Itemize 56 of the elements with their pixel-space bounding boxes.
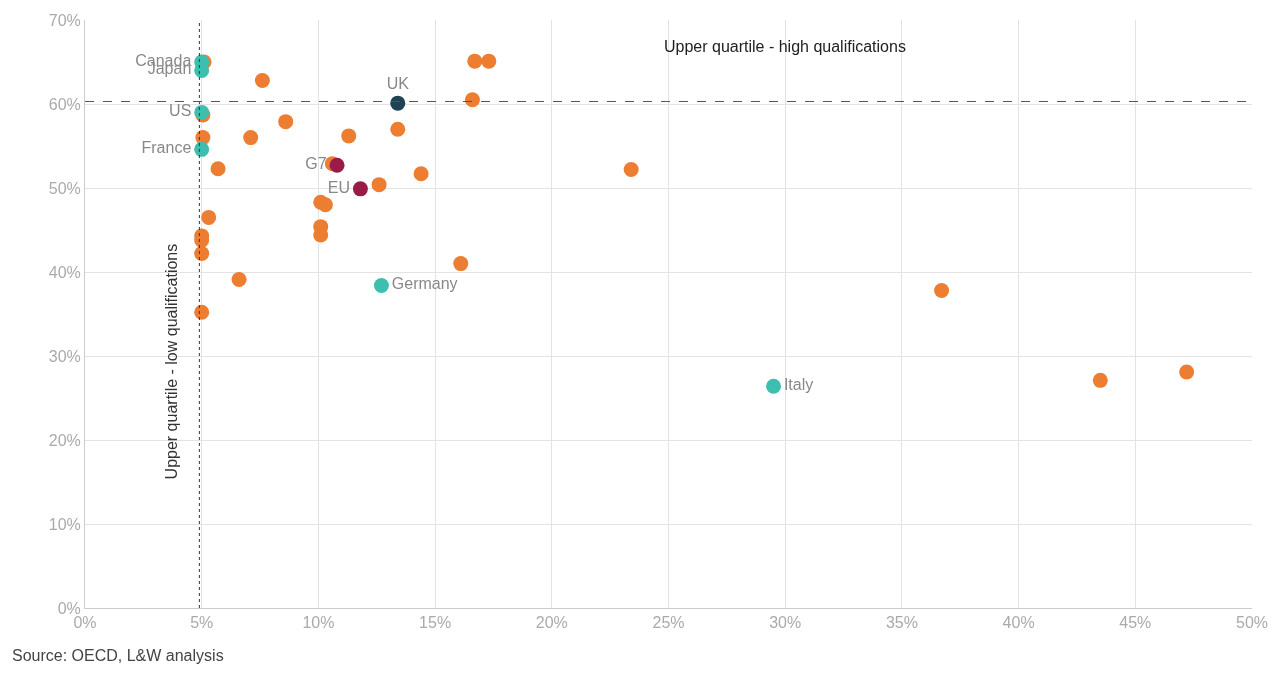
point [934,282,950,298]
point [1179,364,1195,380]
series-label: Germany [391,275,458,293]
point [390,121,406,137]
y-tick-label: 20% [48,431,81,449]
point [254,72,270,88]
point [194,246,210,262]
ref-line-label: Upper quartile - low qualifications [163,243,181,480]
x-tick-label: 25% [652,614,685,632]
point [278,114,294,130]
point [766,378,782,394]
ref-line-label: Upper quartile - high qualifications [664,38,906,55]
series-label: US [169,102,192,120]
point [371,177,387,193]
point [329,157,345,173]
point [194,304,210,320]
point [464,92,480,108]
point [413,166,429,182]
x-tick-label: 30% [769,614,802,632]
point [243,130,259,146]
y-tick-label: 10% [48,515,81,533]
y-tick-label: 60% [48,95,81,113]
point [194,141,210,157]
point [352,181,368,197]
point [373,277,389,293]
point [210,161,226,177]
y-tick-label: 70% [48,11,81,29]
point [453,256,469,272]
point [317,197,333,213]
point [390,95,406,111]
series-label: Italy [783,376,814,394]
series-label: G7 [305,155,327,173]
x-tick-label: 45% [1119,614,1152,632]
source-note: Source: OECD, L&W analysis [12,647,224,664]
y-tick-label: 40% [48,263,81,281]
point [341,128,357,144]
x-tick-label: 5% [190,614,214,632]
series-label: EU [327,178,351,196]
point [231,272,247,288]
x-tick-label: 20% [535,614,568,632]
point [623,162,639,178]
y-tick-label: 0% [57,599,81,617]
series-label: France [141,139,192,157]
x-tick-label: 35% [885,614,918,632]
point [1092,372,1108,388]
x-tick-label: 0% [73,614,97,632]
x-tick-label: 15% [419,614,452,632]
point [467,53,483,69]
y-tick-label: 30% [48,347,81,365]
x-tick-label: 10% [302,614,335,632]
x-tick-label: 40% [1002,614,1035,632]
x-tick-label: 50% [1235,614,1269,632]
y-tick-label: 50% [48,179,81,197]
point [481,53,497,69]
series-label: UK [386,74,410,92]
point [201,209,217,225]
